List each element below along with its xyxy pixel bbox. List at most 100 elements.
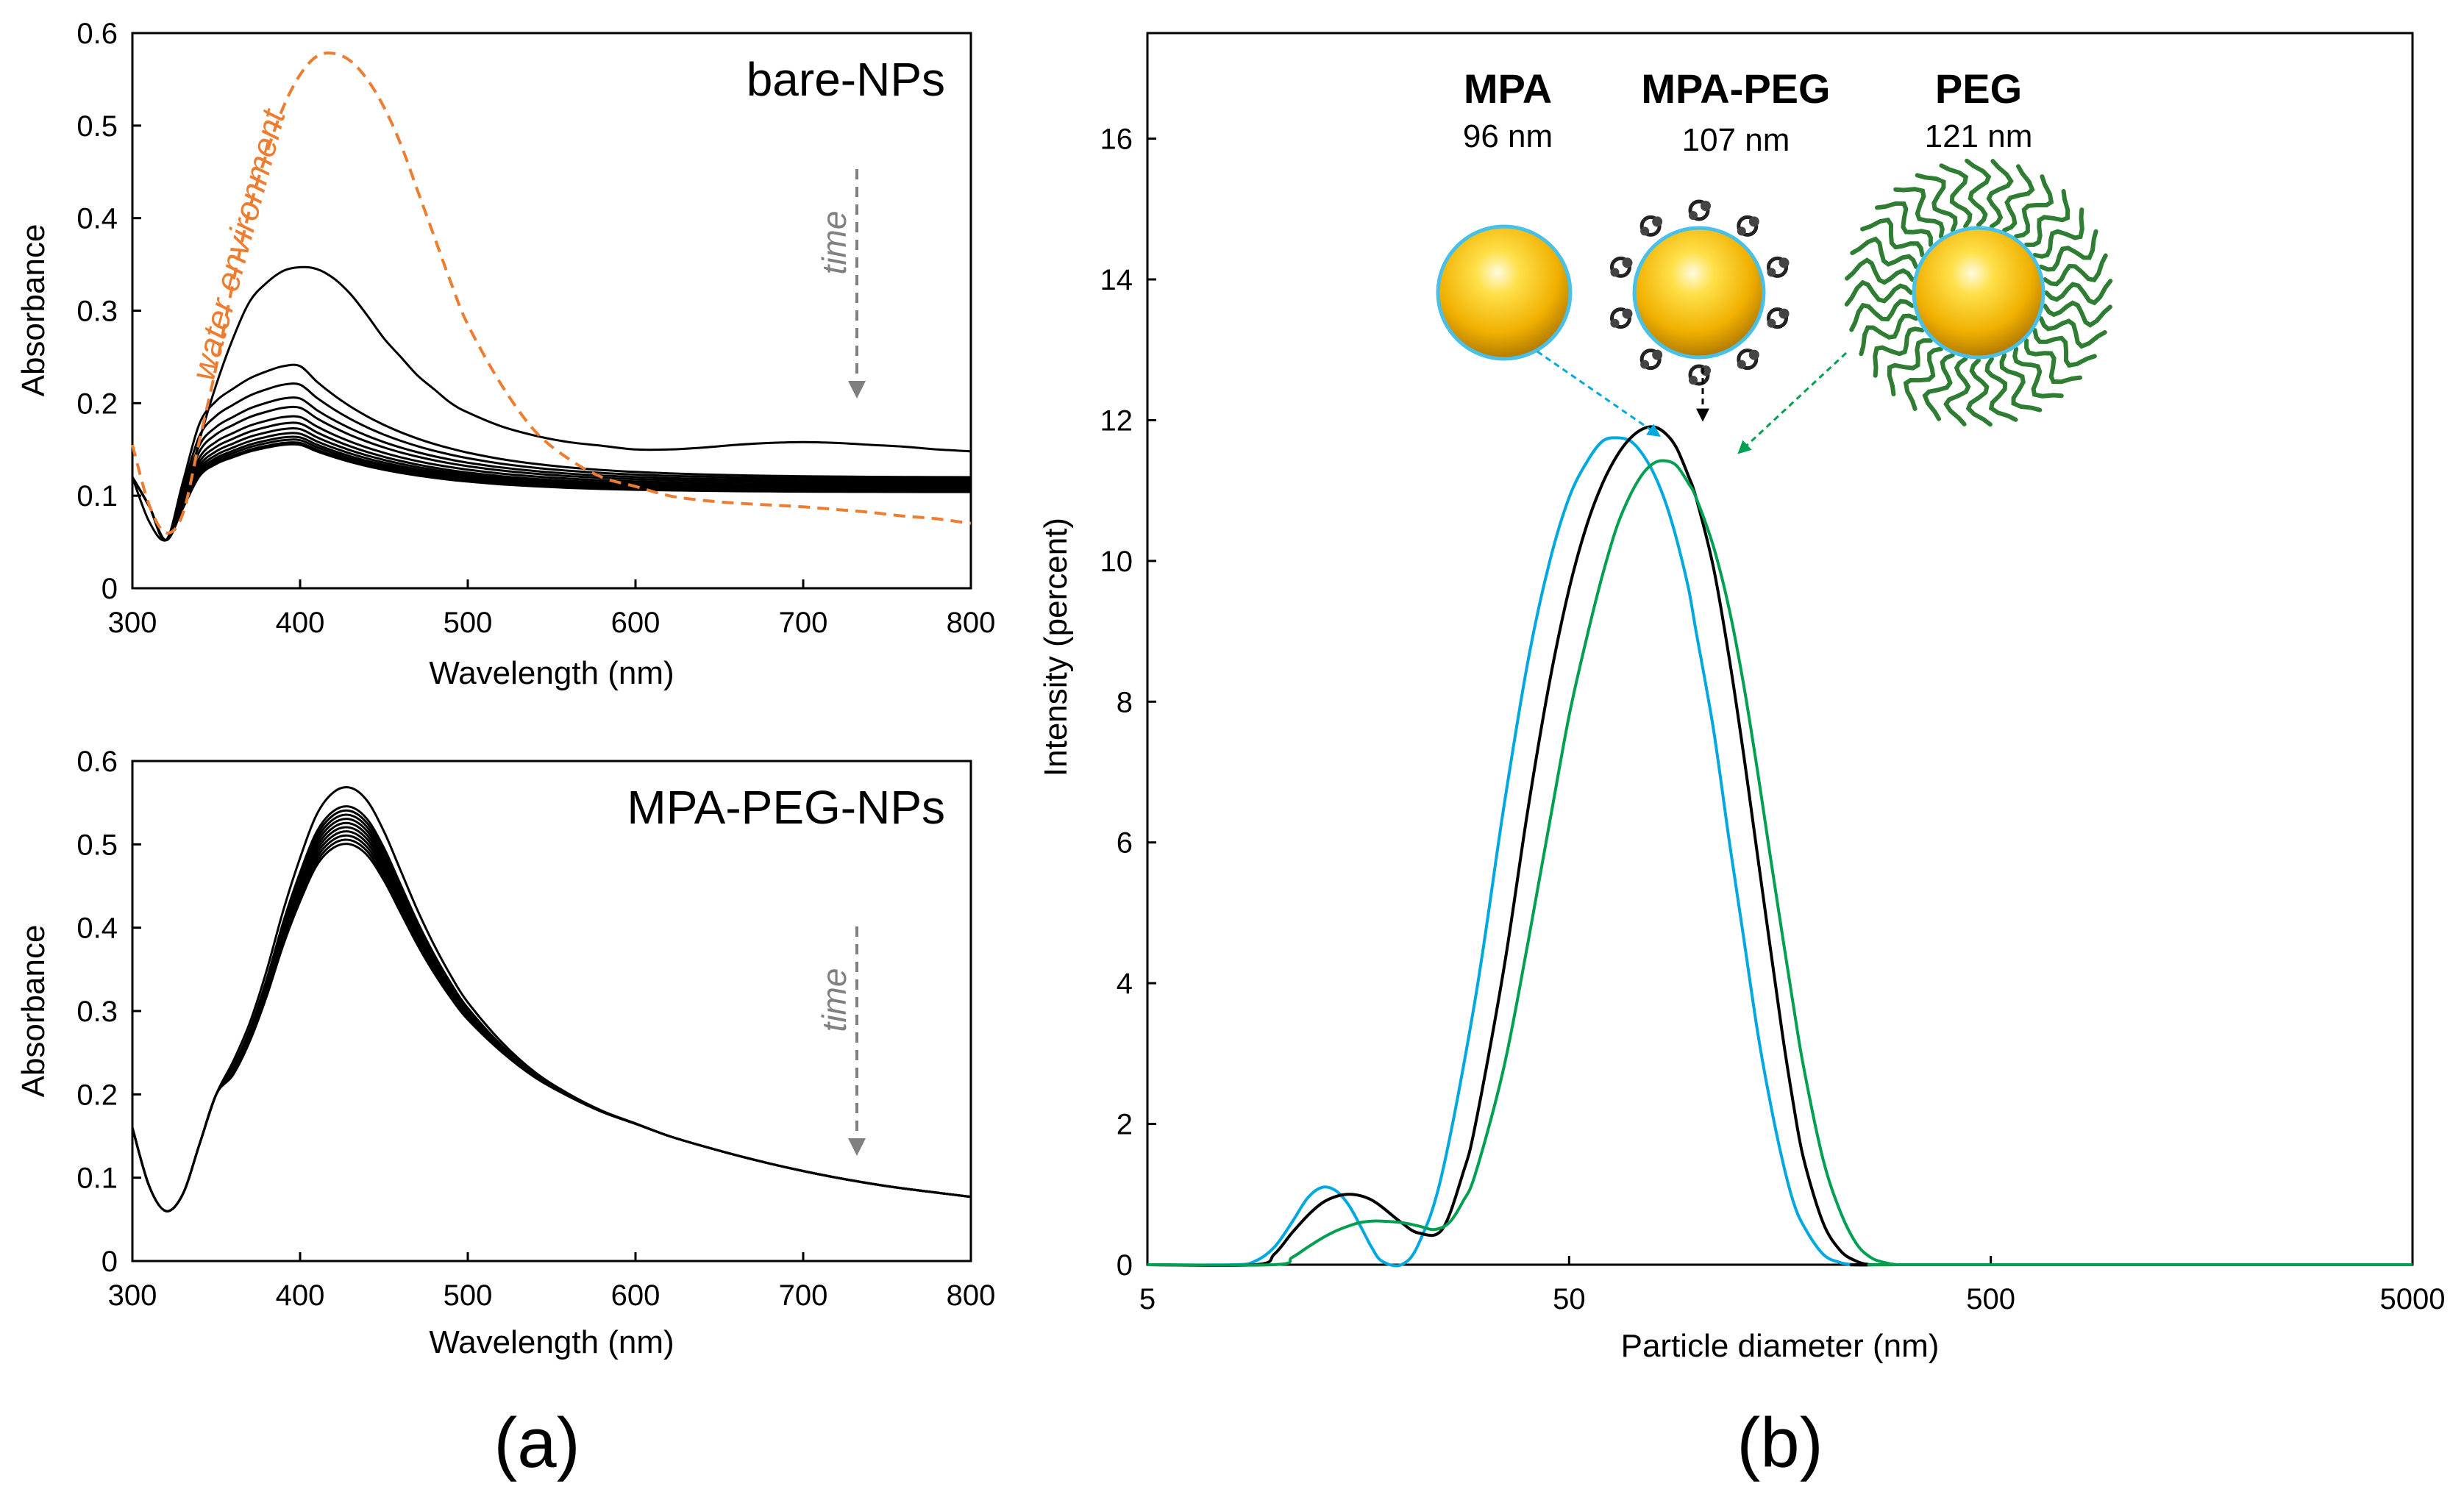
- water-environment-label: water environment: [183, 104, 293, 384]
- y-tick-labels: 0 0.1 0.2 0.3 0.4 0.5 0.6: [76, 746, 141, 1278]
- peg-strand: [1903, 346, 1943, 411]
- np-size-mpa: 96 nm: [1463, 118, 1553, 154]
- ligand-cluster: [1609, 256, 1633, 278]
- x-tick-label: 800: [947, 607, 996, 639]
- y-tick-label: 0.5: [76, 110, 118, 143]
- peg-strand: [1943, 357, 1971, 426]
- y-tick-label: 0.3: [76, 996, 118, 1028]
- y-tick-label: 0.2: [76, 388, 118, 420]
- distribution-line-mpa-peg: [1147, 425, 2413, 1268]
- pointer-arrow-peg: [1737, 351, 1848, 454]
- y-tick-label: 16: [1100, 124, 1133, 156]
- y-tick-label: 0.1: [76, 1162, 118, 1195]
- peg-strand: [1849, 299, 1915, 332]
- peg-strand: [2032, 328, 2097, 368]
- y-tick-label: 0.3: [76, 296, 118, 328]
- peg-strand: [2043, 300, 2112, 328]
- x-tick-label: 800: [947, 1279, 996, 1312]
- ligand-cluster: [1609, 307, 1633, 329]
- np-label-mpa-peg: MPA-PEG: [1641, 65, 1830, 112]
- chart-mpa-peg-nps: 0 0.1 0.2 0.3 0.4 0.5 0.6 300 400 500 600 700 800 M…: [15, 746, 995, 1360]
- x-axis-label: Wavelength (nm): [429, 1324, 674, 1360]
- time-label: time: [815, 968, 853, 1032]
- peg-strand: [2032, 207, 2084, 259]
- y-axis-label: Intensity (percent): [1038, 518, 1074, 776]
- np-peg-illustration: [1844, 158, 2113, 427]
- peg-strand: [1893, 187, 1945, 239]
- x-tick-labels: 5 50 500 5000: [1139, 1256, 2445, 1315]
- x-tick-labels: 300 400 500 600 700 800: [108, 1252, 996, 1312]
- x-tick-label: 500: [444, 607, 493, 639]
- ligand-cluster: [1639, 215, 1663, 237]
- chart-size-distribution: 0 2 4 6 8 10 12 14 16 5 50 500 5000 Intensity (perc…: [1038, 32, 2445, 1364]
- y-tick-label: 4: [1117, 968, 1133, 1000]
- y-axis-label: Absorbance: [15, 224, 51, 397]
- y-tick-label: 0.6: [76, 746, 118, 778]
- y-tick-label: 0.5: [76, 829, 118, 861]
- plot-area-border: [1146, 32, 2414, 1266]
- ligand-cluster: [1688, 364, 1711, 386]
- peg-strand: [1850, 236, 1918, 269]
- x-tick-label: 400: [276, 1279, 325, 1312]
- np-mpa-peg-illustration: [1609, 199, 1790, 386]
- peg-strand: [1887, 338, 1933, 396]
- np-size-peg: 121 nm: [1925, 118, 2033, 154]
- y-tick-label: 10: [1100, 546, 1133, 578]
- distribution-line-peg: [1147, 459, 2413, 1267]
- peg-strand: [2043, 253, 2108, 287]
- y-tick-label: 0.4: [76, 913, 118, 945]
- ligand-cluster: [1767, 307, 1790, 329]
- peg-strand: [1915, 173, 1958, 232]
- spectrum-line: [131, 396, 972, 542]
- panel-label-a: (a): [494, 1404, 580, 1482]
- y-tick-label: 14: [1100, 264, 1133, 296]
- spectrum-line: [131, 435, 972, 542]
- chart-bare-nps: 0 0.1 0.2 0.3 0.4 0.5 0.6 300 400 500 600 700 800 b…: [15, 18, 995, 691]
- x-tick-label: 600: [611, 607, 660, 639]
- spectrum-line: [131, 443, 972, 542]
- y-tick-label: 2: [1117, 1109, 1133, 1141]
- peg-strand: [2024, 338, 2082, 385]
- y-tick-label: 0: [102, 1246, 118, 1278]
- y-tick-label: 6: [1117, 827, 1133, 860]
- peg-strand: [1965, 358, 1993, 427]
- peg-strand: [2014, 174, 2054, 239]
- x-tick-label: 5: [1139, 1283, 1156, 1315]
- distribution-line-mpa: [1147, 436, 2413, 1268]
- x-tick-label: 50: [1553, 1283, 1586, 1315]
- spectrum-line: [131, 363, 972, 542]
- peg-strand: [2012, 346, 2064, 399]
- distribution-lines: [1147, 425, 2413, 1268]
- peg-strand: [2039, 229, 2098, 272]
- np-mpa-illustration: [1436, 224, 1573, 361]
- peg-strand: [1922, 353, 1955, 421]
- pointer-arrow-mpa: [1537, 350, 1661, 438]
- ligand-cluster: [1767, 256, 1790, 278]
- y-tick-label: 0: [1117, 1249, 1133, 1282]
- ligand-cluster: [1688, 199, 1711, 221]
- y-tick-label: 12: [1100, 404, 1133, 437]
- peg-strand: [1984, 357, 2018, 422]
- peg-strand: [2039, 316, 2107, 349]
- spectrum-line: [131, 382, 972, 542]
- y-tick-labels: 0 2 4 6 8 10 12 14 16: [1100, 124, 1156, 1282]
- time-label: time: [815, 211, 853, 275]
- x-tick-label: 300: [108, 607, 157, 639]
- water-environment-line: [131, 51, 972, 535]
- x-tick-label: 500: [444, 1279, 493, 1312]
- ligand-cluster: [1737, 349, 1759, 371]
- y-tick-label: 0.2: [76, 1079, 118, 1111]
- peg-strand: [1875, 201, 1933, 247]
- peg-strand: [2044, 279, 2113, 306]
- y-tick-label: 0: [102, 573, 118, 605]
- y-tick-label: 8: [1117, 686, 1133, 718]
- peg-strand: [1845, 257, 1915, 285]
- y-tick-label: 0.4: [76, 203, 118, 235]
- ligand-cluster: [1639, 349, 1663, 371]
- peg-strand: [2002, 164, 2035, 232]
- peg-strand: [1859, 313, 1918, 357]
- spectra-lines: [131, 265, 972, 542]
- x-tick-label: 700: [779, 1279, 828, 1312]
- y-tick-label: 0.1: [76, 480, 118, 512]
- x-tick-label: 300: [108, 1279, 157, 1312]
